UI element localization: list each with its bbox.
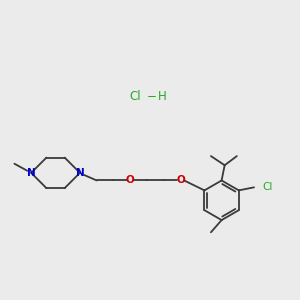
Text: H: H [158,90,167,103]
Text: −: − [147,90,157,103]
Text: Cl: Cl [129,90,141,103]
Text: Cl: Cl [262,182,273,192]
Text: O: O [126,176,135,185]
Text: O: O [176,176,185,185]
Text: N: N [27,168,35,178]
Text: N: N [76,168,84,178]
